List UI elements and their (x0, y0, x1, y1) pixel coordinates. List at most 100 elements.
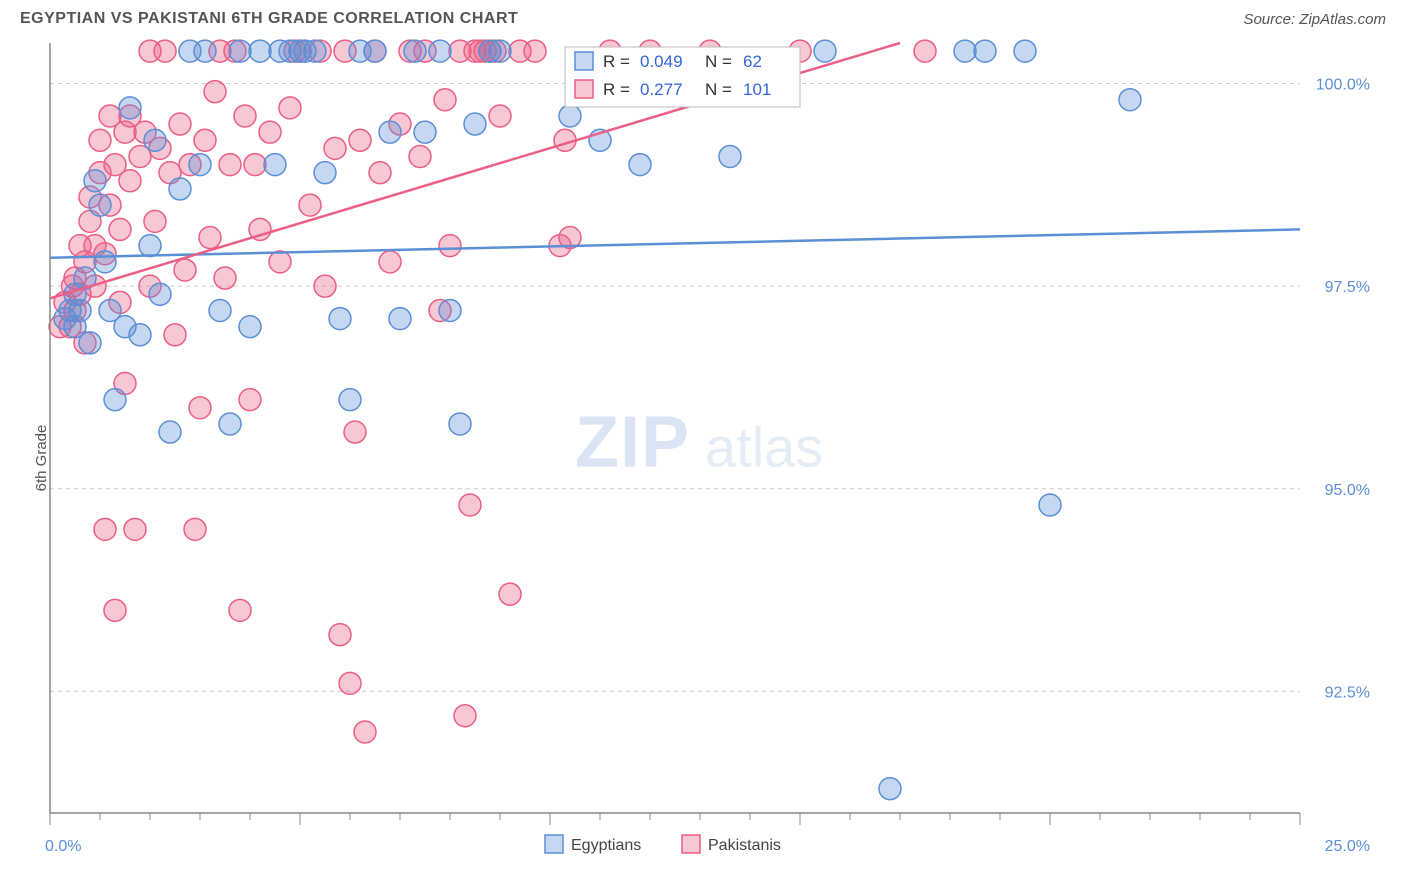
marker-pakistanis (344, 421, 366, 443)
marker-egyptians (1119, 89, 1141, 111)
marker-pakistanis (524, 40, 546, 62)
marker-egyptians (239, 316, 261, 338)
marker-egyptians (139, 235, 161, 257)
marker-egyptians (79, 332, 101, 354)
marker-pakistanis (144, 210, 166, 232)
marker-pakistanis (269, 251, 291, 273)
marker-pakistanis (169, 113, 191, 135)
marker-egyptians (429, 40, 451, 62)
y-tick-label: 95.0% (1325, 482, 1370, 499)
marker-egyptians (1014, 40, 1036, 62)
marker-egyptians (264, 154, 286, 176)
marker-pakistanis (194, 129, 216, 151)
y-tick-label: 100.0% (1316, 77, 1370, 94)
marker-pakistanis (109, 218, 131, 240)
marker-egyptians (449, 413, 471, 435)
legend-r-label: R = (603, 80, 630, 99)
marker-egyptians (194, 40, 216, 62)
marker-egyptians (404, 40, 426, 62)
marker-pakistanis (439, 235, 461, 257)
legend-swatch-pakistanis (575, 80, 593, 98)
marker-pakistanis (244, 154, 266, 176)
marker-egyptians (559, 105, 581, 127)
bottom-legend-label-pakistanis: Pakistanis (708, 837, 781, 854)
marker-pakistanis (499, 583, 521, 605)
marker-egyptians (84, 170, 106, 192)
marker-egyptians (89, 194, 111, 216)
legend-swatch-egyptians (575, 52, 593, 70)
marker-egyptians (69, 299, 91, 321)
marker-pakistanis (259, 121, 281, 143)
marker-egyptians (119, 97, 141, 119)
marker-pakistanis (434, 89, 456, 111)
marker-egyptians (129, 324, 151, 346)
marker-egyptians (974, 40, 996, 62)
marker-pakistanis (339, 672, 361, 694)
marker-egyptians (304, 40, 326, 62)
marker-egyptians (364, 40, 386, 62)
marker-egyptians (489, 40, 511, 62)
x-label-left: 0.0% (45, 838, 81, 855)
y-tick-label: 92.5% (1325, 684, 1370, 701)
y-tick-label: 97.5% (1325, 279, 1370, 296)
marker-pakistanis (164, 324, 186, 346)
marker-pakistanis (199, 227, 221, 249)
marker-egyptians (719, 145, 741, 167)
marker-egyptians (189, 154, 211, 176)
correlation-chart: 92.5%95.0%97.5%100.0%ZIPatlas0.0%25.0%R … (0, 33, 1406, 873)
bottom-legend-swatch-egyptians (545, 835, 563, 853)
marker-egyptians (329, 308, 351, 330)
marker-egyptians (379, 121, 401, 143)
marker-egyptians (144, 129, 166, 151)
marker-egyptians (94, 251, 116, 273)
marker-pakistanis (914, 40, 936, 62)
legend-r-label: R = (603, 52, 630, 71)
chart-source: Source: ZipAtlas.com (1243, 11, 1386, 28)
marker-egyptians (159, 421, 181, 443)
trendline-egyptians (50, 229, 1300, 257)
marker-pakistanis (354, 721, 376, 743)
marker-pakistanis (89, 129, 111, 151)
marker-egyptians (814, 40, 836, 62)
marker-egyptians (314, 162, 336, 184)
marker-pakistanis (154, 40, 176, 62)
marker-egyptians (389, 308, 411, 330)
legend-r-value: 0.049 (640, 52, 683, 71)
marker-pakistanis (489, 105, 511, 127)
marker-egyptians (439, 299, 461, 321)
bottom-legend-swatch-pakistanis (682, 835, 700, 853)
x-label-right: 25.0% (1325, 838, 1370, 855)
marker-pakistanis (94, 518, 116, 540)
marker-pakistanis (379, 251, 401, 273)
marker-pakistanis (234, 105, 256, 127)
marker-pakistanis (454, 705, 476, 727)
marker-pakistanis (229, 599, 251, 621)
legend-n-value: 62 (743, 52, 762, 71)
bottom-legend-label-egyptians: Egyptians (571, 837, 641, 854)
marker-pakistanis (204, 81, 226, 103)
legend-n-value: 101 (743, 80, 771, 99)
marker-pakistanis (409, 145, 431, 167)
marker-pakistanis (299, 194, 321, 216)
watermark-atlas: atlas (705, 416, 823, 479)
marker-pakistanis (279, 97, 301, 119)
marker-pakistanis (124, 518, 146, 540)
marker-pakistanis (349, 129, 371, 151)
marker-egyptians (104, 389, 126, 411)
legend-n-label: N = (705, 80, 732, 99)
marker-pakistanis (329, 624, 351, 646)
marker-pakistanis (314, 275, 336, 297)
marker-egyptians (149, 283, 171, 305)
marker-egyptians (629, 154, 651, 176)
marker-egyptians (169, 178, 191, 200)
marker-pakistanis (214, 267, 236, 289)
marker-egyptians (249, 40, 271, 62)
marker-pakistanis (184, 518, 206, 540)
marker-egyptians (879, 778, 901, 800)
marker-egyptians (954, 40, 976, 62)
legend-n-label: N = (705, 52, 732, 71)
marker-egyptians (209, 299, 231, 321)
marker-pakistanis (239, 389, 261, 411)
marker-egyptians (464, 113, 486, 135)
chart-title: EGYPTIAN VS PAKISTANI 6TH GRADE CORRELAT… (20, 10, 518, 28)
